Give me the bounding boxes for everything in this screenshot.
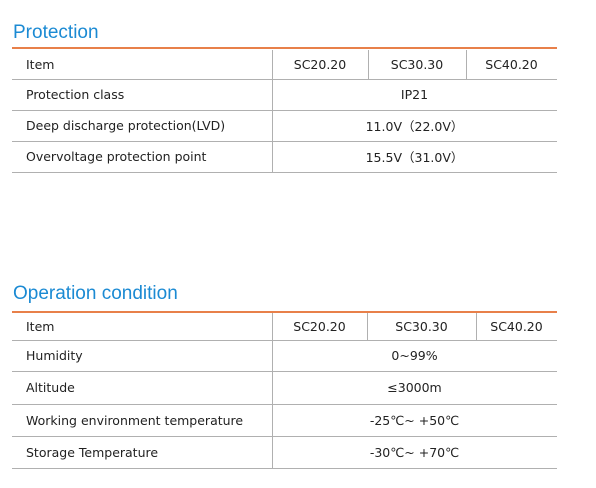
row-rule bbox=[12, 468, 557, 469]
header-cell: SC30.30 bbox=[390, 57, 444, 72]
column-divider bbox=[272, 110, 273, 141]
row-label: Storage Temperature bbox=[26, 444, 159, 460]
column-divider bbox=[272, 436, 273, 468]
row-value: IP21 bbox=[400, 87, 429, 102]
column-divider bbox=[476, 313, 477, 340]
section-title: Protection bbox=[13, 22, 99, 43]
row-label: Working environment temperature bbox=[26, 412, 244, 428]
row-value: -25℃~ +50℃ bbox=[369, 412, 460, 428]
row-rule bbox=[12, 371, 557, 372]
row-value: 15.5V（31.0V） bbox=[365, 150, 464, 165]
row-label: Humidity bbox=[26, 348, 83, 363]
column-divider bbox=[367, 313, 368, 340]
row-rule bbox=[12, 340, 557, 341]
column-divider bbox=[272, 141, 273, 172]
header-cell: SC40.20 bbox=[485, 57, 538, 72]
column-divider bbox=[368, 50, 369, 79]
row-rule bbox=[12, 172, 557, 173]
section-title: Operation condition bbox=[13, 283, 178, 304]
row-rule bbox=[12, 436, 557, 437]
header-cell: SC20.20 bbox=[293, 319, 346, 334]
row-label: Overvoltage protection point bbox=[26, 149, 207, 164]
row-rule bbox=[12, 404, 557, 405]
column-divider bbox=[272, 313, 273, 340]
column-divider bbox=[272, 340, 273, 371]
header-cell: SC30.30 bbox=[395, 319, 448, 334]
column-divider bbox=[466, 50, 467, 79]
row-rule bbox=[12, 79, 557, 80]
title-rule bbox=[12, 311, 557, 313]
row-value: 0~99% bbox=[391, 348, 438, 363]
row-value: -30℃~ +70℃ bbox=[369, 444, 460, 460]
row-rule bbox=[12, 110, 557, 111]
row-label: Altitude bbox=[26, 380, 75, 395]
row-label: Deep discharge protection(LVD) bbox=[26, 118, 226, 133]
row-rule bbox=[12, 141, 557, 142]
header-cell: SC40.20 bbox=[490, 319, 543, 334]
header-cell: SC20.20 bbox=[293, 57, 347, 72]
row-value: ≤3000m bbox=[387, 380, 442, 395]
column-divider bbox=[272, 404, 273, 436]
header-cell: Item bbox=[26, 57, 55, 72]
header-cell: Item bbox=[26, 319, 55, 334]
title-rule bbox=[12, 47, 557, 49]
column-divider bbox=[272, 371, 273, 404]
column-divider bbox=[272, 79, 273, 110]
row-label: Protection class bbox=[26, 87, 125, 102]
column-divider bbox=[272, 50, 273, 79]
row-value: 11.0V（22.0V） bbox=[365, 119, 464, 134]
